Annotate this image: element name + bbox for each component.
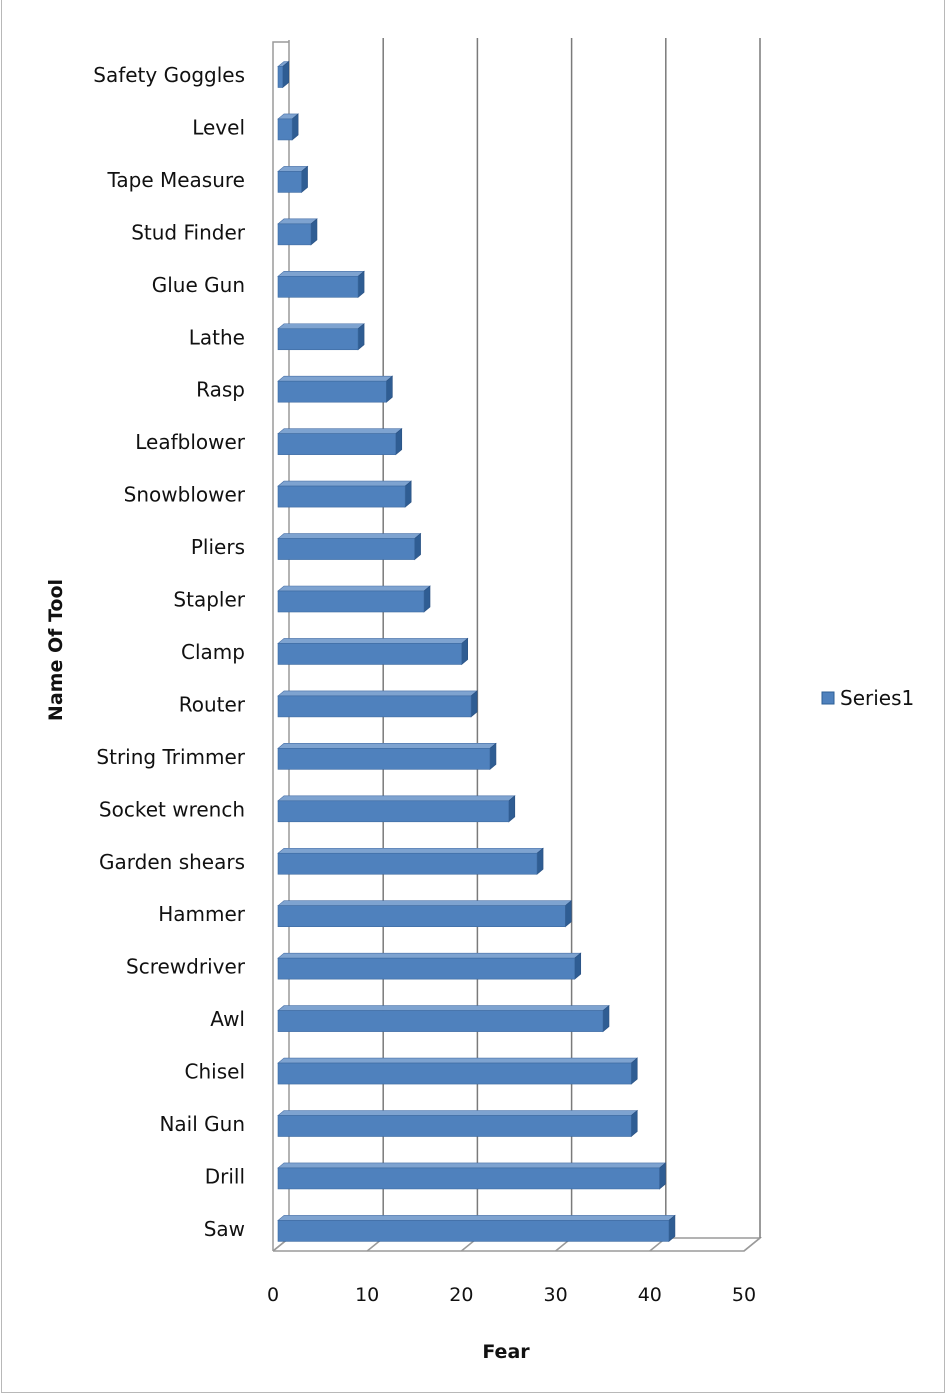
bar <box>277 900 573 928</box>
bar <box>277 323 365 351</box>
category-label: String Trimmer <box>96 745 245 769</box>
x-tick-label: 20 <box>449 1284 473 1306</box>
category-label: Garden shears <box>99 850 245 874</box>
x-tick-label: 30 <box>544 1284 568 1306</box>
category-label: Awl <box>210 1007 245 1031</box>
category-label: Glue Gun <box>152 273 245 297</box>
category-label: Pliers <box>191 535 245 559</box>
bar <box>277 165 309 194</box>
x-tick-label: 10 <box>355 1284 379 1306</box>
legend-swatch <box>821 691 835 705</box>
category-label: Level <box>192 115 245 139</box>
category-labels: Safety Goggles Level Tape Measure Stud Find… <box>93 63 246 1241</box>
bar <box>277 1162 667 1190</box>
legend-label: Series1 <box>840 686 914 710</box>
bar <box>277 113 299 141</box>
bar <box>277 375 394 403</box>
bar <box>277 690 478 718</box>
x-axis-title: Fear <box>482 1341 530 1363</box>
category-label: Clamp <box>181 640 245 664</box>
side-wall <box>272 41 289 1251</box>
bar <box>277 1109 639 1138</box>
category-label: Leafblower <box>135 430 246 454</box>
category-label: Drill <box>205 1164 245 1188</box>
bar <box>277 637 469 666</box>
category-label: Router <box>179 692 246 716</box>
x-tick-labels: 0 10 20 30 40 50 <box>267 1284 756 1306</box>
bar <box>277 428 403 456</box>
legend: Series1 <box>821 686 914 710</box>
category-label: Hammer <box>158 902 246 926</box>
x-tick-label: 40 <box>638 1284 662 1306</box>
category-label: Nail Gun <box>159 1112 245 1136</box>
bar <box>277 1004 610 1033</box>
bar <box>277 270 365 298</box>
category-label: Rasp <box>196 378 245 402</box>
bar <box>277 60 290 89</box>
bar <box>277 742 497 770</box>
y-axis-title: Name Of Tool <box>45 579 67 721</box>
category-label: Tape Measure <box>106 168 245 192</box>
bar <box>277 1214 676 1243</box>
bar <box>277 952 582 980</box>
category-label: Chisel <box>185 1060 245 1084</box>
category-label: Safety Goggles <box>93 63 245 87</box>
bar <box>277 585 431 613</box>
category-label: Lathe <box>189 325 245 349</box>
category-label: Saw <box>204 1217 245 1241</box>
bar <box>277 847 544 875</box>
category-label: Snowblower <box>124 483 246 507</box>
bar <box>277 532 422 561</box>
category-label: Stud Finder <box>131 220 246 244</box>
category-label: Screwdriver <box>126 955 246 979</box>
bar <box>277 480 412 508</box>
category-label: Socket wrench <box>99 797 245 821</box>
gridlines <box>272 38 761 1252</box>
bar <box>277 218 318 246</box>
category-label: Stapler <box>173 588 245 612</box>
x-tick-label: 0 <box>267 1284 279 1306</box>
floor-tick <box>743 1237 761 1252</box>
x-tick-label: 50 <box>732 1284 756 1306</box>
bar <box>277 795 516 823</box>
bars <box>277 60 676 1243</box>
bar <box>277 1057 639 1085</box>
